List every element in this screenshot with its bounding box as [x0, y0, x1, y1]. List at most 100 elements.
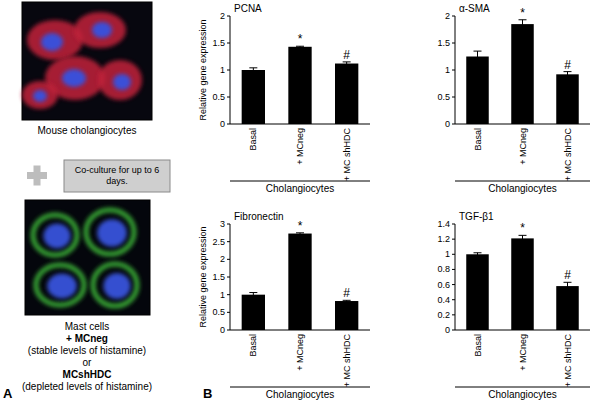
- caption: MCshHDC: [63, 369, 112, 380]
- y-tick-label: 0.8: [437, 264, 450, 274]
- group-label: Cholangiocytes: [266, 389, 334, 400]
- bar: [288, 234, 311, 330]
- nucleus: [33, 90, 47, 102]
- panel-label: A: [3, 386, 13, 401]
- y-axis: [230, 16, 231, 124]
- x-tick-label: Basal: [248, 128, 258, 151]
- nucleus: [41, 33, 63, 51]
- y-tick-label: 0: [220, 119, 225, 129]
- marks: [466, 235, 579, 330]
- cell: [86, 210, 134, 254]
- y-tick-label: 2: [220, 254, 225, 264]
- y-tick-label: 1: [220, 65, 225, 75]
- bar: [556, 74, 579, 124]
- bar-chart: PCNARelative gene expression00.511.52*#B…: [198, 3, 370, 194]
- cell: [93, 264, 137, 306]
- group-line: [455, 181, 590, 182]
- bar: [242, 70, 265, 124]
- significance-mark: *: [520, 221, 525, 235]
- group-line: [230, 181, 370, 182]
- error-stem: [522, 20, 523, 29]
- y-tick-label: 1.4: [437, 219, 450, 229]
- bar: [511, 24, 534, 124]
- caption: Mast cells: [65, 321, 109, 332]
- bar: [466, 57, 489, 125]
- error-bar: [519, 20, 527, 29]
- step-line: days.: [106, 176, 128, 186]
- significance-mark: #: [564, 58, 571, 72]
- x-tick-label: Basal: [473, 334, 483, 357]
- error-stem: [253, 68, 254, 72]
- error-bar: [474, 51, 482, 62]
- cell: [36, 265, 84, 305]
- y-axis-label: Relative gene expression: [198, 226, 208, 327]
- nucleus: [62, 69, 86, 87]
- caption: (depleted levels of histamine): [22, 381, 152, 392]
- group-line: [230, 387, 370, 388]
- cell: [22, 81, 58, 109]
- x-tick-label: + MC shHDC: [563, 128, 573, 182]
- y-tick-label: 1.5: [212, 272, 225, 282]
- chart-title: PCNA: [234, 3, 262, 14]
- error-bar: [296, 233, 304, 234]
- x-tick-label: + MC shHDC: [342, 334, 352, 388]
- bar: [242, 295, 265, 330]
- y-axis: [455, 224, 456, 330]
- bar: [335, 64, 358, 124]
- error-stem: [567, 282, 568, 290]
- bar-chart: TGF-β100.20.40.60.811.21.4*#Basal+ MCneg…: [437, 211, 590, 400]
- cell: [98, 60, 142, 100]
- y-tick-label: 2.5: [212, 237, 225, 247]
- error-stem: [253, 293, 254, 297]
- mast-cell-image: [25, 200, 150, 315]
- y-axis-label: Relative gene expression: [198, 19, 208, 120]
- x-tick-label: + MC shHDC: [563, 334, 573, 388]
- bar: [511, 238, 534, 330]
- significance-mark: #: [564, 268, 571, 282]
- error-bar: [519, 235, 527, 241]
- y-tick-label: 1: [445, 249, 450, 259]
- caption: (stable levels of histamine): [28, 345, 146, 356]
- error-bar: [343, 300, 351, 301]
- plus-icon: [34, 166, 41, 186]
- y-axis: [455, 16, 456, 124]
- y-tick-label: 1.5: [212, 38, 225, 48]
- chart-title: α-SMA: [459, 3, 490, 14]
- x-tick-label: Basal: [473, 128, 483, 151]
- y-tick-label: 3: [220, 219, 225, 229]
- y-axis: [230, 224, 231, 330]
- y-tick-label: 0.5: [212, 307, 225, 317]
- x-tick-label: + MCneg: [295, 334, 305, 371]
- error-cap: [474, 252, 482, 253]
- marks: [242, 46, 359, 124]
- y-tick-label: 0: [220, 325, 225, 335]
- y-tick-label: 1.5: [437, 38, 450, 48]
- significance-mark: *: [298, 219, 303, 233]
- cell: [74, 12, 126, 48]
- group-label: Cholangiocytes: [488, 183, 556, 194]
- y-tick-label: 0.2: [437, 310, 450, 320]
- chart-title: TGF-β1: [459, 211, 494, 222]
- nucleus: [97, 219, 127, 246]
- x-tick-label: + MC shHDC: [342, 128, 352, 182]
- error-cap: [249, 292, 257, 293]
- error-stem: [522, 235, 523, 241]
- error-bar: [343, 62, 351, 65]
- bar: [288, 47, 311, 124]
- cholangiocyte-image: [22, 2, 152, 120]
- panel-a: Mouse cholangiocytesCo-culture for up to…: [3, 2, 170, 401]
- significance-mark: *: [520, 6, 525, 20]
- chart-title: Fibronectin: [234, 211, 283, 222]
- error-bar: [564, 72, 572, 77]
- bar: [335, 301, 358, 330]
- y-tick-label: 0: [445, 325, 450, 335]
- y-tick-label: 0.4: [437, 295, 450, 305]
- nucleus: [103, 273, 130, 299]
- error-bar: [296, 46, 304, 47]
- significance-mark: *: [298, 32, 303, 46]
- image-frame: [25, 200, 150, 315]
- y-tick-label: 0: [445, 119, 450, 129]
- bar-chart: Fibronectin Relative gene expression 0 0.5 1…: [198, 211, 370, 400]
- x-tick-label: Basal: [248, 334, 258, 357]
- caption: or: [83, 357, 93, 368]
